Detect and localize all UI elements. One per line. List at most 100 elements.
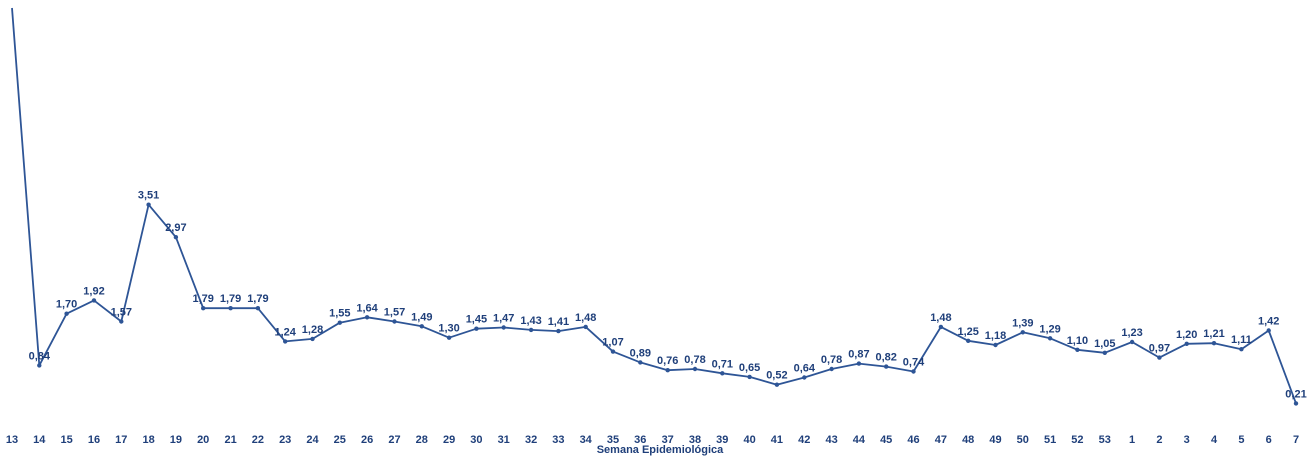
data-label: 0,76 (657, 355, 678, 367)
data-label: 1,45 (466, 314, 487, 326)
data-label: 1,49 (411, 311, 432, 323)
data-label: 1,21 (1203, 328, 1224, 340)
data-point (856, 361, 862, 366)
data-label: 1,43 (520, 315, 541, 327)
data-label: 1,70 (56, 299, 77, 311)
x-tick-label: 25 (334, 434, 346, 446)
data-point (1157, 355, 1162, 360)
data-point (938, 324, 944, 330)
data-label: 1,57 (111, 307, 132, 319)
data-point (1129, 339, 1135, 345)
data-point (173, 235, 179, 240)
x-tick-label: 42 (798, 434, 810, 446)
x-tick-label: 50 (1017, 434, 1029, 446)
data-point (201, 306, 206, 311)
data-point (747, 374, 752, 380)
data-point (966, 338, 971, 343)
x-tick-label: 23 (279, 434, 291, 446)
x-tick-label: 32 (525, 434, 537, 446)
x-tick-label: 41 (771, 434, 783, 446)
x-tick-label: 33 (552, 434, 564, 446)
data-point (1075, 347, 1080, 352)
data-point (610, 349, 616, 354)
data-point (474, 326, 479, 331)
data-label: 0,87 (848, 349, 869, 361)
x-tick-label: 47 (935, 434, 947, 446)
data-point (556, 328, 561, 334)
x-tick-label: 15 (60, 434, 72, 446)
x-axis-title: Semana Epidemiológica (597, 444, 724, 456)
data-label: 1,47 (493, 313, 514, 325)
data-label: 0,84 (29, 350, 51, 362)
x-tick-label: 39 (716, 434, 728, 446)
data-point (1102, 350, 1108, 355)
data-label: 0,89 (630, 347, 651, 359)
data-label: 1,29 (1039, 323, 1060, 335)
data-point (1047, 336, 1053, 341)
x-tick-label: 7 (1293, 434, 1299, 446)
data-point (720, 371, 725, 376)
data-label: 1,41 (548, 316, 569, 328)
x-tick-label: 35 (607, 434, 619, 446)
data-point (583, 324, 588, 330)
x-tick-label: 28 (416, 434, 428, 446)
x-tick-label: 19 (170, 434, 182, 446)
data-point (1211, 341, 1217, 346)
data-point (665, 368, 670, 373)
data-label: 1,24 (274, 326, 296, 338)
x-tick-label: 37 (662, 434, 674, 446)
data-point (419, 324, 424, 329)
x-axis-ticks: 13 14 15 16 17 18 19 20 21 22 23 24 25 26 27 28 29 30 31 32… (6, 434, 1299, 446)
data-label: 0,74 (903, 357, 925, 369)
data-label: 1,39 (1012, 317, 1033, 329)
data-label: 1,92 (83, 285, 104, 297)
x-tick-label: 51 (1044, 434, 1056, 446)
x-tick-label: 13 (6, 434, 18, 446)
data-point (364, 315, 370, 320)
data-label: 1,30 (438, 323, 459, 335)
x-tick-label: 29 (443, 434, 455, 446)
x-tick-label: 21 (224, 434, 236, 446)
data-label: 1,48 (930, 312, 951, 324)
data-label: 1,25 (957, 326, 978, 338)
data-label: 0,82 (875, 352, 896, 364)
x-tick-label: 44 (853, 434, 866, 446)
data-point (64, 311, 69, 316)
data-point (146, 202, 151, 207)
data-label: 3,51 (138, 190, 159, 202)
x-tick-label: 49 (989, 434, 1001, 446)
data-label: 0,78 (821, 354, 842, 366)
data-point (802, 375, 807, 380)
data-point (1020, 330, 1025, 335)
data-label: 1,10 (1067, 335, 1088, 347)
data-label: 1,07 (602, 337, 623, 349)
x-tick-label: 45 (880, 434, 892, 446)
data-label: 0,21 (1285, 388, 1306, 400)
data-point (255, 306, 261, 311)
data-label: 1,18 (985, 330, 1006, 342)
data-point (446, 335, 452, 340)
x-tick-label: 43 (825, 434, 837, 446)
data-point (119, 319, 124, 324)
x-tick-label: 18 (142, 434, 154, 446)
x-tick-label: 1 (1129, 434, 1135, 446)
data-point (283, 339, 288, 344)
series-line (11, 7, 1297, 404)
data-label: 0,52 (766, 370, 787, 382)
x-tick-label: 6 (1266, 434, 1272, 446)
x-tick-label: 2 (1156, 434, 1162, 446)
x-tick-label: 52 (1071, 434, 1083, 446)
data-point-layer (37, 202, 1299, 406)
data-label: 0,65 (739, 362, 760, 374)
data-point (692, 366, 698, 372)
x-tick-label: 24 (306, 434, 319, 446)
data-label: 1,05 (1094, 338, 1115, 350)
x-tick-label: 27 (388, 434, 400, 446)
data-label: 1,28 (302, 324, 323, 336)
data-point (91, 298, 97, 303)
x-tick-label: 22 (252, 434, 264, 446)
series-line-layer (11, 7, 1297, 404)
data-label: 1,55 (329, 308, 350, 320)
data-point (337, 320, 342, 325)
